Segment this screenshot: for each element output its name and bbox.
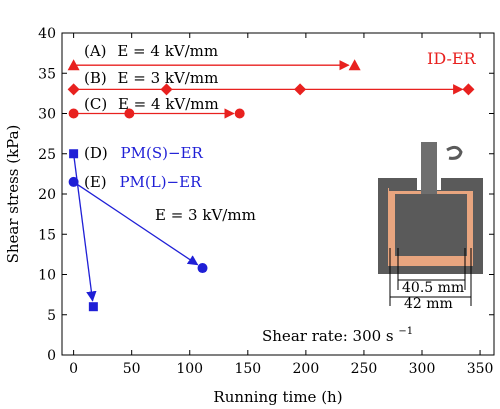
inner-diameter-label: 40.5 mm xyxy=(402,280,464,296)
x-tick-label: 0 xyxy=(69,361,78,377)
series-b-label: (B) E = 3 kV/mm xyxy=(84,69,218,87)
data-point xyxy=(294,83,307,96)
y-tick-label: 30 xyxy=(38,107,56,123)
data-point xyxy=(88,302,98,312)
data-point xyxy=(197,263,208,274)
y-tick-label: 40 xyxy=(38,26,56,42)
bearing-left xyxy=(417,178,421,190)
series-d-name: (D) xyxy=(84,144,108,162)
data-point xyxy=(68,176,79,187)
series-b-eq: E = 3 kV/mm xyxy=(118,69,219,87)
data-point xyxy=(67,83,80,96)
y-tick-label: 15 xyxy=(38,227,56,243)
x-tick-label: 100 xyxy=(176,361,203,377)
series-lines xyxy=(72,59,464,302)
x-tick-label: 250 xyxy=(351,361,378,377)
x-tick-label: 50 xyxy=(123,361,141,377)
x-tick-label: 350 xyxy=(467,361,494,377)
data-point xyxy=(234,108,245,119)
y-tick-label: 35 xyxy=(38,66,56,82)
series-a-eq: E = 4 kV/mm xyxy=(117,42,218,60)
data-point xyxy=(160,83,173,96)
y-tick-label: 20 xyxy=(38,187,56,203)
series-e-eq: PM(L)−ER xyxy=(119,173,202,191)
y-tick-label: 10 xyxy=(38,268,56,284)
shaft xyxy=(421,142,437,194)
shear-rate-text: Shear rate: 300 s xyxy=(262,327,394,345)
data-point xyxy=(462,83,475,96)
outer-diameter-label: 42 mm xyxy=(404,296,453,312)
rotation-arrow-icon xyxy=(446,145,463,160)
inner-cup xyxy=(395,194,467,256)
y-tick-label: 5 xyxy=(47,308,56,324)
series-a-name: (A) xyxy=(84,42,107,60)
bearing-right xyxy=(437,178,441,190)
y-tick-label: 0 xyxy=(47,348,56,364)
series-line xyxy=(73,181,199,266)
data-point xyxy=(69,149,79,159)
id-er-label: ID-ER xyxy=(427,49,477,68)
series-d-eq: PM(S)−ER xyxy=(121,144,204,162)
series-b-name: (B) xyxy=(84,69,107,87)
shear-rate-annotation: Shear rate: 300 s −1 xyxy=(262,326,413,345)
series-c-label: (C) E = 4 kV/mm xyxy=(84,95,219,113)
data-point xyxy=(67,59,80,71)
x-tick-label: 150 xyxy=(234,361,261,377)
series-e-label: (E) PM(L)−ER xyxy=(84,173,202,191)
x-tick-label: 300 xyxy=(409,361,436,377)
y-axis-label: Shear stress (kPa) xyxy=(4,125,22,264)
rheometer-schematic: 40.5 mm 42 mm xyxy=(378,142,483,312)
series-marks xyxy=(67,59,475,312)
series-d-label: (D) PM(S)−ER xyxy=(84,144,203,162)
data-point xyxy=(348,59,361,71)
e-field-annotation: E = 3 kV/mm xyxy=(155,206,256,224)
y-axis-ticks: 0 5 10 15 20 25 30 35 40 xyxy=(38,26,494,364)
series-labels: (A) E = 4 kV/mm (B) E = 3 kV/mm (C) E = … xyxy=(84,42,219,191)
x-axis-ticks: 0 50 100 150 200 250 300 350 xyxy=(69,33,493,377)
data-point xyxy=(124,108,135,119)
shear-rate-exponent: −1 xyxy=(398,326,413,337)
series-a-label: (A) E = 4 kV/mm xyxy=(84,42,218,60)
y-tick-label: 25 xyxy=(38,147,56,163)
x-axis-label: Running time (h) xyxy=(213,388,342,406)
data-point xyxy=(68,108,79,119)
x-tick-label: 200 xyxy=(293,361,320,377)
series-c-name: (C) xyxy=(84,95,107,113)
series-c-eq: E = 4 kV/mm xyxy=(118,95,219,113)
series-e-name: (E) xyxy=(84,173,107,191)
